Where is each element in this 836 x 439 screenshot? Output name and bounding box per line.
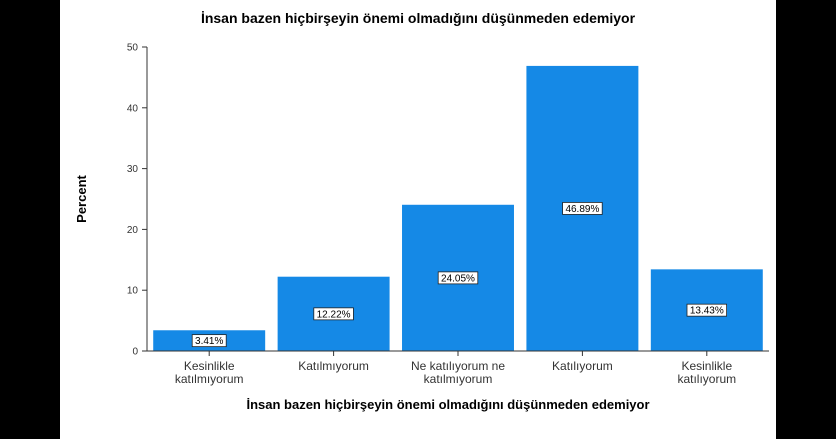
data-label-box (313, 307, 354, 321)
x-tick-label: Kesinlikle katılıyorum (677, 359, 736, 386)
chart-title: İnsan bazen hiçbirşeyin önemi olmadığını… (201, 10, 636, 26)
data-label: 3.41% (195, 336, 223, 347)
x-tick-label: Ne katılıyorum ne katılmıyorum (411, 359, 505, 386)
data-label: 24.05% (441, 273, 475, 284)
x-tick-label: Katılmıyorum (298, 359, 369, 373)
y-tick-label: 30 (127, 164, 139, 175)
data-label-box (562, 202, 603, 215)
y-tick-label: 50 (127, 43, 139, 54)
data-label-box (437, 271, 479, 285)
bars: 3.41% 12.22% 24.05% 46.89% 13.43% (153, 65, 763, 351)
x-tick-label: Kesinlikle katılmıyorum (175, 359, 244, 386)
y-tick-label: 40 (127, 103, 139, 114)
x-axis-label: İnsan bazen hiçbirşeyin önemi olmadığını… (246, 397, 649, 412)
x-axis: Kesinlikle katılmıyorum Katılmıyorum Ne kat… (147, 350, 769, 386)
data-label: 13.43% (690, 306, 724, 317)
y-axis-label: Percent (74, 174, 89, 222)
data-label-box (686, 303, 727, 317)
data-label: 12.22% (317, 309, 351, 320)
y-tick-label: 0 (132, 347, 138, 358)
x-tick-label: Katılıyorum (552, 359, 613, 373)
data-label-box (191, 334, 227, 348)
y-tick-label: 10 (127, 286, 139, 297)
data-label: 46.89% (565, 204, 599, 215)
bar-chart: İnsan bazen hiçbirşeyin önemi olmadığını… (74, 10, 769, 412)
y-axis: 0 10 20 30 40 50 (127, 43, 148, 358)
chart-panel: İnsan bazen hiçbirşeyin önemi olmadığını… (60, 0, 776, 439)
y-tick-label: 20 (127, 225, 139, 236)
